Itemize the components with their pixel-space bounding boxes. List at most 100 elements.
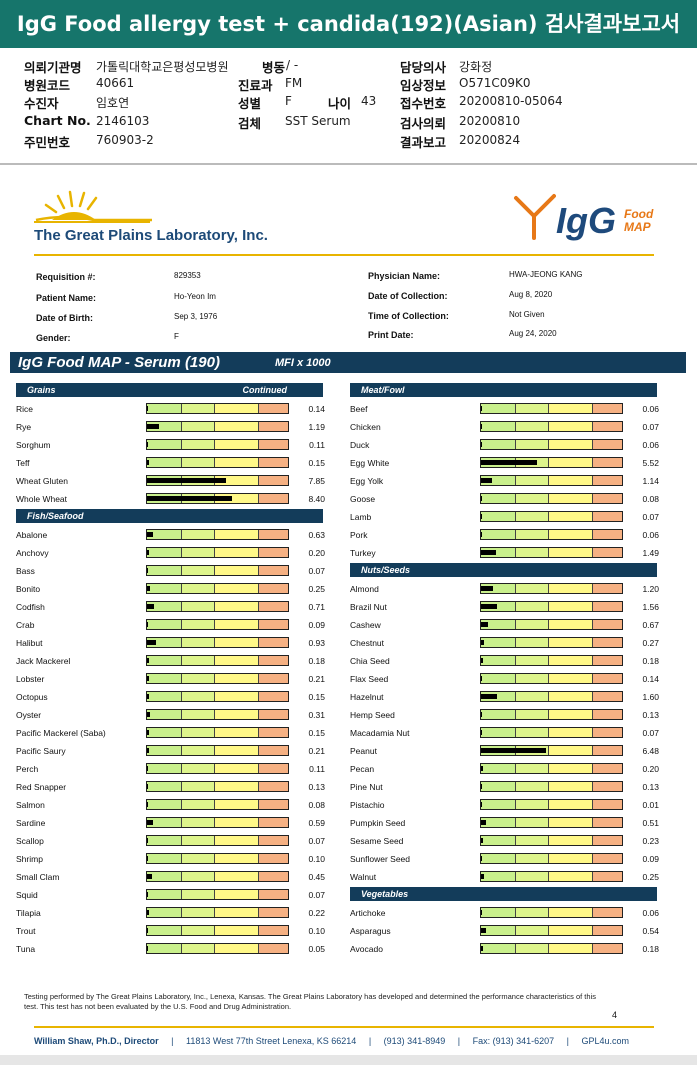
result-fill bbox=[147, 442, 148, 447]
result-fill bbox=[147, 586, 150, 591]
bar-zone bbox=[592, 728, 622, 737]
bar-zone bbox=[481, 548, 515, 557]
section-name: Nuts/Seeds bbox=[361, 565, 411, 575]
result-bar bbox=[146, 421, 289, 432]
page-number: 4 bbox=[612, 1010, 618, 1020]
bar-zone bbox=[548, 692, 592, 701]
bar-zone bbox=[147, 458, 181, 467]
result-bar bbox=[480, 763, 623, 774]
result-value: 0.21 bbox=[308, 746, 325, 756]
bar-zone bbox=[481, 836, 515, 845]
table-row: Asparagus 0.54 bbox=[350, 923, 660, 941]
result-bar bbox=[146, 673, 289, 684]
bar-zone bbox=[481, 800, 515, 809]
bar-zone bbox=[515, 854, 548, 863]
result-bar bbox=[146, 439, 289, 450]
patient-value: Aug 8, 2020 bbox=[509, 290, 553, 299]
header-label: 주민번호 bbox=[24, 135, 71, 150]
table-row: Halibut 0.93 bbox=[16, 635, 326, 653]
result-bar bbox=[146, 763, 289, 774]
bar-zone bbox=[548, 602, 592, 611]
result-value: 0.11 bbox=[309, 440, 325, 450]
result-fill bbox=[147, 568, 148, 573]
patient-label: Date of Collection: bbox=[368, 291, 448, 301]
bar-zone bbox=[214, 458, 258, 467]
result-value: 6.48 bbox=[642, 746, 659, 756]
bar-zone bbox=[592, 476, 622, 485]
bar-zone bbox=[258, 746, 288, 755]
result-fill bbox=[481, 766, 483, 771]
header-value: 2146103 bbox=[96, 114, 150, 128]
result-fill bbox=[481, 802, 482, 807]
food-name: Codfish bbox=[16, 602, 45, 612]
bar-zone bbox=[181, 584, 214, 593]
bar-zone bbox=[214, 548, 258, 557]
result-fill bbox=[481, 946, 483, 951]
bar-zone bbox=[214, 584, 258, 593]
bar-zone bbox=[515, 602, 548, 611]
header-value: F bbox=[285, 94, 292, 108]
food-name: Crab bbox=[16, 620, 35, 630]
map-title: IgG Food MAP - Serum (190) bbox=[18, 354, 220, 371]
bar-zone bbox=[592, 584, 622, 593]
result-bar bbox=[480, 637, 623, 648]
bar-zone bbox=[181, 620, 214, 629]
food-name: Brazil Nut bbox=[350, 602, 387, 612]
result-bar bbox=[480, 907, 623, 918]
patient-value: HWA-JEONG KANG bbox=[509, 270, 583, 279]
bar-zone bbox=[548, 872, 592, 881]
header-value: 43 bbox=[361, 94, 377, 108]
bar-zone bbox=[481, 692, 515, 701]
result-bar bbox=[480, 511, 623, 522]
table-row: Abalone 0.63 bbox=[16, 527, 326, 545]
result-value: 1.49 bbox=[642, 548, 659, 558]
bar-zone bbox=[181, 638, 214, 647]
result-bar bbox=[146, 835, 289, 846]
brand-food: Food bbox=[624, 207, 654, 221]
result-bar bbox=[146, 853, 289, 864]
bar-zone bbox=[515, 728, 548, 737]
brand-map: MAP bbox=[624, 220, 651, 234]
bar-zone bbox=[258, 530, 288, 539]
bar-zone bbox=[515, 422, 548, 431]
lab-name: The Great Plains Laboratory, Inc. bbox=[34, 227, 268, 244]
food-name: Salmon bbox=[16, 800, 45, 810]
bar-zone bbox=[147, 746, 181, 755]
table-row: Lobster 0.21 bbox=[16, 671, 326, 689]
header-label: 담당의사 bbox=[400, 60, 447, 75]
result-fill bbox=[147, 550, 149, 555]
bar-zone bbox=[515, 620, 548, 629]
result-bar bbox=[146, 637, 289, 648]
antibody-logo-icon bbox=[514, 194, 556, 240]
patient-value: Not Given bbox=[509, 310, 545, 319]
bar-zone bbox=[515, 404, 548, 413]
bar-zone bbox=[147, 548, 181, 557]
bar-zone bbox=[515, 692, 548, 701]
result-bar bbox=[480, 691, 623, 702]
result-bar bbox=[146, 655, 289, 666]
result-bar bbox=[146, 475, 289, 486]
table-row: Peanut 6.48 bbox=[350, 743, 660, 761]
table-row: Wheat Gluten 7.85 bbox=[16, 473, 326, 491]
result-value: 0.01 bbox=[642, 800, 659, 810]
bar-zone bbox=[258, 440, 288, 449]
section-header: Fish/Seafood bbox=[16, 509, 323, 523]
bar-zone bbox=[515, 926, 548, 935]
table-row: Pacific Mackerel (Saba) 0.15 bbox=[16, 725, 326, 743]
result-fill bbox=[147, 730, 149, 735]
result-value: 0.14 bbox=[308, 404, 325, 414]
result-value: 0.06 bbox=[642, 440, 659, 450]
bar-zone bbox=[548, 620, 592, 629]
section-name: Grains bbox=[27, 385, 56, 395]
result-fill bbox=[481, 658, 483, 663]
result-fill bbox=[481, 712, 482, 717]
bar-zone bbox=[515, 440, 548, 449]
bar-zone bbox=[214, 710, 258, 719]
bar-zone bbox=[515, 836, 548, 845]
bar-zone bbox=[481, 602, 515, 611]
bar-zone bbox=[548, 476, 592, 485]
bar-zone bbox=[214, 422, 258, 431]
bar-zone bbox=[515, 908, 548, 917]
table-row: Codfish 0.71 bbox=[16, 599, 326, 617]
food-name: Oyster bbox=[16, 710, 42, 720]
